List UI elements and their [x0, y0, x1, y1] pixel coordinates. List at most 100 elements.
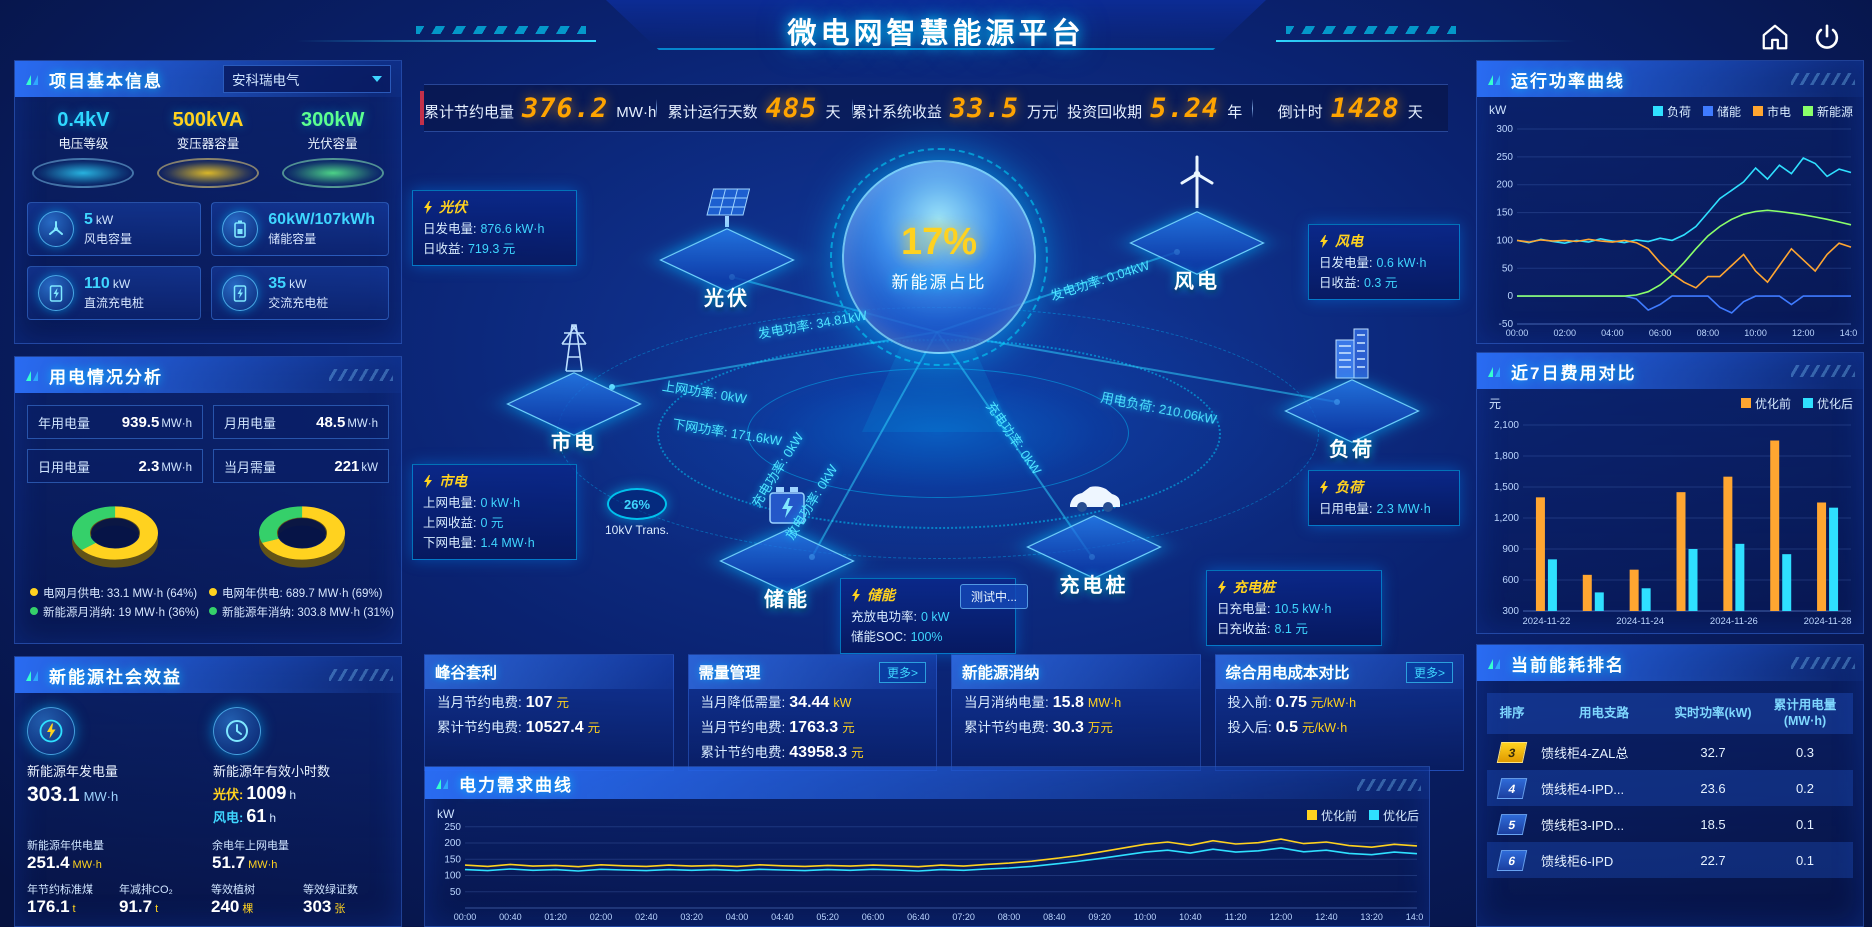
cell-value: 5 — [84, 211, 93, 228]
row-label: 日用电量: — [1319, 502, 1373, 516]
svg-text:2024-11-24: 2024-11-24 — [1616, 616, 1664, 627]
metric-unit: 棵 — [242, 903, 254, 915]
ratio-label: 新能源占比 — [891, 273, 987, 292]
metric-value: 240 — [211, 897, 240, 916]
project-select[interactable]: 安科瑞电气 — [223, 65, 391, 93]
metric-unit: t — [155, 903, 159, 915]
legend-item[interactable]: 优化后 — [1802, 395, 1853, 412]
battery-storage-icon — [769, 487, 805, 524]
svg-text:06:00: 06:00 — [1649, 328, 1672, 338]
benefit-items: 新能源年发电量 303.1 MW·h 新能源年有效小时数 光伏: 1009 h 风电:… — [15, 693, 401, 831]
row-label: 当月降低需量: — [700, 695, 786, 710]
ranking-table: 排序 用电支路 实时功率(kW) 累计用电量(MW·h) 3 馈线柜4-ZAL总… — [1487, 693, 1853, 879]
legend-item[interactable]: 优化后 — [1368, 807, 1419, 824]
panel-corner-icon — [1488, 367, 1500, 377]
card-title: 需量管理 — [698, 665, 761, 682]
metric-value: 91.7 — [119, 897, 153, 916]
voltage-level: 0.4kV 电压等级 — [21, 109, 146, 188]
table-row[interactable]: 5 馈线柜3-IPD... 18.5 0.1 — [1487, 806, 1853, 842]
svg-text:900: 900 — [1502, 544, 1519, 555]
kpi-label: 投资回收期 — [1067, 103, 1143, 121]
wind-info-card: 风电 日发电量: 0.6 kW·h 日收益: 0.3 元 — [1308, 224, 1460, 300]
capacity-grid: 5 kW 风电容量 60kW/107kWh 储能容量 110 kW — [15, 188, 401, 320]
svg-text:03:20: 03:20 — [680, 912, 703, 922]
metric-label: 等效植树 — [211, 884, 255, 896]
row-value: 8.1 元 — [1274, 622, 1308, 636]
month-usage-cell: 月用电量 48.5 MW·h — [213, 405, 389, 439]
node-load[interactable]: 负荷 — [1282, 324, 1422, 462]
benefit-metrics-row2: 年节约标准煤 176.1 t 年减排CO₂ 91.7 t 等效植树 240 棵 等效绿… — [15, 873, 401, 917]
node-grid[interactable]: 市电 — [504, 317, 644, 455]
pedestal-label: 变压器容量 — [176, 137, 240, 151]
legend-item[interactable]: 优化前 — [1306, 807, 1357, 824]
svg-text:08:00: 08:00 — [1697, 328, 1720, 338]
row-label: 日充电量: — [1217, 602, 1271, 616]
panel-demand-curve: 电力需求曲线 kW 优化前 优化后 50 100 150 200 250 00:00 00:… — [424, 766, 1430, 927]
row-value: 107 — [525, 694, 553, 711]
table-row[interactable]: 6 馈线柜6-IPD 22.7 0.1 — [1487, 842, 1853, 879]
metric-label: 新能源年供电量 — [27, 840, 104, 852]
panel-corner-icon — [26, 671, 38, 681]
table-row[interactable]: 3 馈线柜4-ZAL总 32.7 0.3 — [1487, 734, 1853, 770]
legend-item[interactable]: 电网年供电: 689.7 MW·h (69%) — [209, 585, 394, 604]
rank-badge: 4 — [1496, 777, 1528, 799]
power-value: 23.6 — [1700, 780, 1726, 796]
node-storage[interactable]: 储能 — [717, 484, 857, 612]
cell-unit: kW — [112, 277, 131, 291]
table-row[interactable]: 4 馈线柜4-IPD... 23.6 0.2 — [1487, 770, 1853, 807]
row-label: 投入前: — [1227, 695, 1272, 710]
more-button[interactable]: 更多> — [878, 661, 926, 683]
home-button[interactable] — [1756, 18, 1794, 56]
row-unit: 元 — [851, 746, 864, 760]
row-label: 日充收益: — [1217, 622, 1271, 636]
demand-line-chart: 50 100 150 200 250 00:00 00:40 01:20 02:00 02:40 0… — [431, 811, 1428, 923]
transformer-load-percent: 26% — [607, 488, 667, 520]
dc-charger-cell: 110 kW 直流充电桩 — [27, 266, 202, 320]
hours-wind-value: 61 — [246, 806, 267, 826]
legend-item[interactable]: 新能源年消纳: 303.8 MW·h (31%) — [209, 604, 394, 623]
row-label: 投入后: — [1227, 720, 1272, 735]
stat-label: 年用电量 — [38, 415, 91, 431]
legend-item[interactable]: 市电 — [1752, 103, 1791, 120]
more-button[interactable]: 更多> — [1405, 661, 1453, 683]
svg-text:1,200: 1,200 — [1494, 513, 1519, 524]
legend-item[interactable]: 储能 — [1702, 103, 1741, 120]
row-value: 10527.4 — [525, 719, 584, 736]
legend-item[interactable]: 优化前 — [1740, 395, 1791, 412]
hours-pv-value: 1009 — [246, 783, 287, 803]
node-charger[interactable]: 充电桩 — [1024, 480, 1164, 598]
pedestal-row: 0.4kV 电压等级 500kVA 变压器容量 300kW 光伏容量 — [15, 97, 401, 188]
svg-text:00:40: 00:40 — [499, 912, 522, 922]
card-title: 光伏 — [439, 199, 467, 215]
legend-item[interactable]: 新能源 — [1802, 103, 1853, 120]
legend-item[interactable]: 电网月供电: 33.1 MW·h (64%) — [30, 585, 199, 604]
node-pv[interactable]: 光伏 — [657, 187, 797, 311]
year-supply-donut — [237, 491, 367, 583]
table-header-row: 排序 用电支路 实时功率(kW) 累计用电量(MW·h) — [1487, 693, 1853, 735]
node-wind[interactable]: 风电 — [1127, 154, 1267, 294]
rank-badge: 5 — [1496, 813, 1528, 835]
svg-text:02:40: 02:40 — [635, 912, 658, 922]
power-button[interactable] — [1808, 18, 1846, 56]
bolt-icon — [852, 588, 860, 602]
panel-header: 新能源社会效益 — [15, 657, 401, 693]
svg-text:-50: -50 — [1499, 319, 1514, 330]
node-label: 市电 — [551, 432, 597, 454]
metric-label: 等效绿证数 — [303, 884, 358, 896]
bolt-icon — [424, 474, 432, 488]
node-label: 风电 — [1174, 271, 1220, 293]
panel-header: 电力需求曲线 — [425, 767, 1429, 799]
pedestal-value: 500kVA — [172, 109, 244, 131]
legend-item[interactable]: 新能源月消纳: 19 MW·h (36%) — [30, 604, 199, 623]
legend-item[interactable]: 负荷 — [1652, 103, 1691, 120]
metric-cell: 年减排CO₂ 91.7 t — [119, 881, 205, 917]
pv-info-card: 光伏 日发电量: 876.6 kW·h 日收益: 719.3 元 — [412, 190, 577, 266]
wind-icon — [38, 211, 74, 247]
power-tower-icon — [561, 324, 587, 372]
row-label: 日收益: — [1319, 276, 1360, 290]
branch-name: 馈线柜3-IPD... — [1541, 817, 1625, 833]
row-unit: 元 — [842, 721, 855, 735]
row-unit: 元 — [556, 696, 569, 710]
row-label: 累计节约电费: — [700, 745, 786, 760]
panel-title: 电力需求曲线 — [459, 775, 573, 795]
